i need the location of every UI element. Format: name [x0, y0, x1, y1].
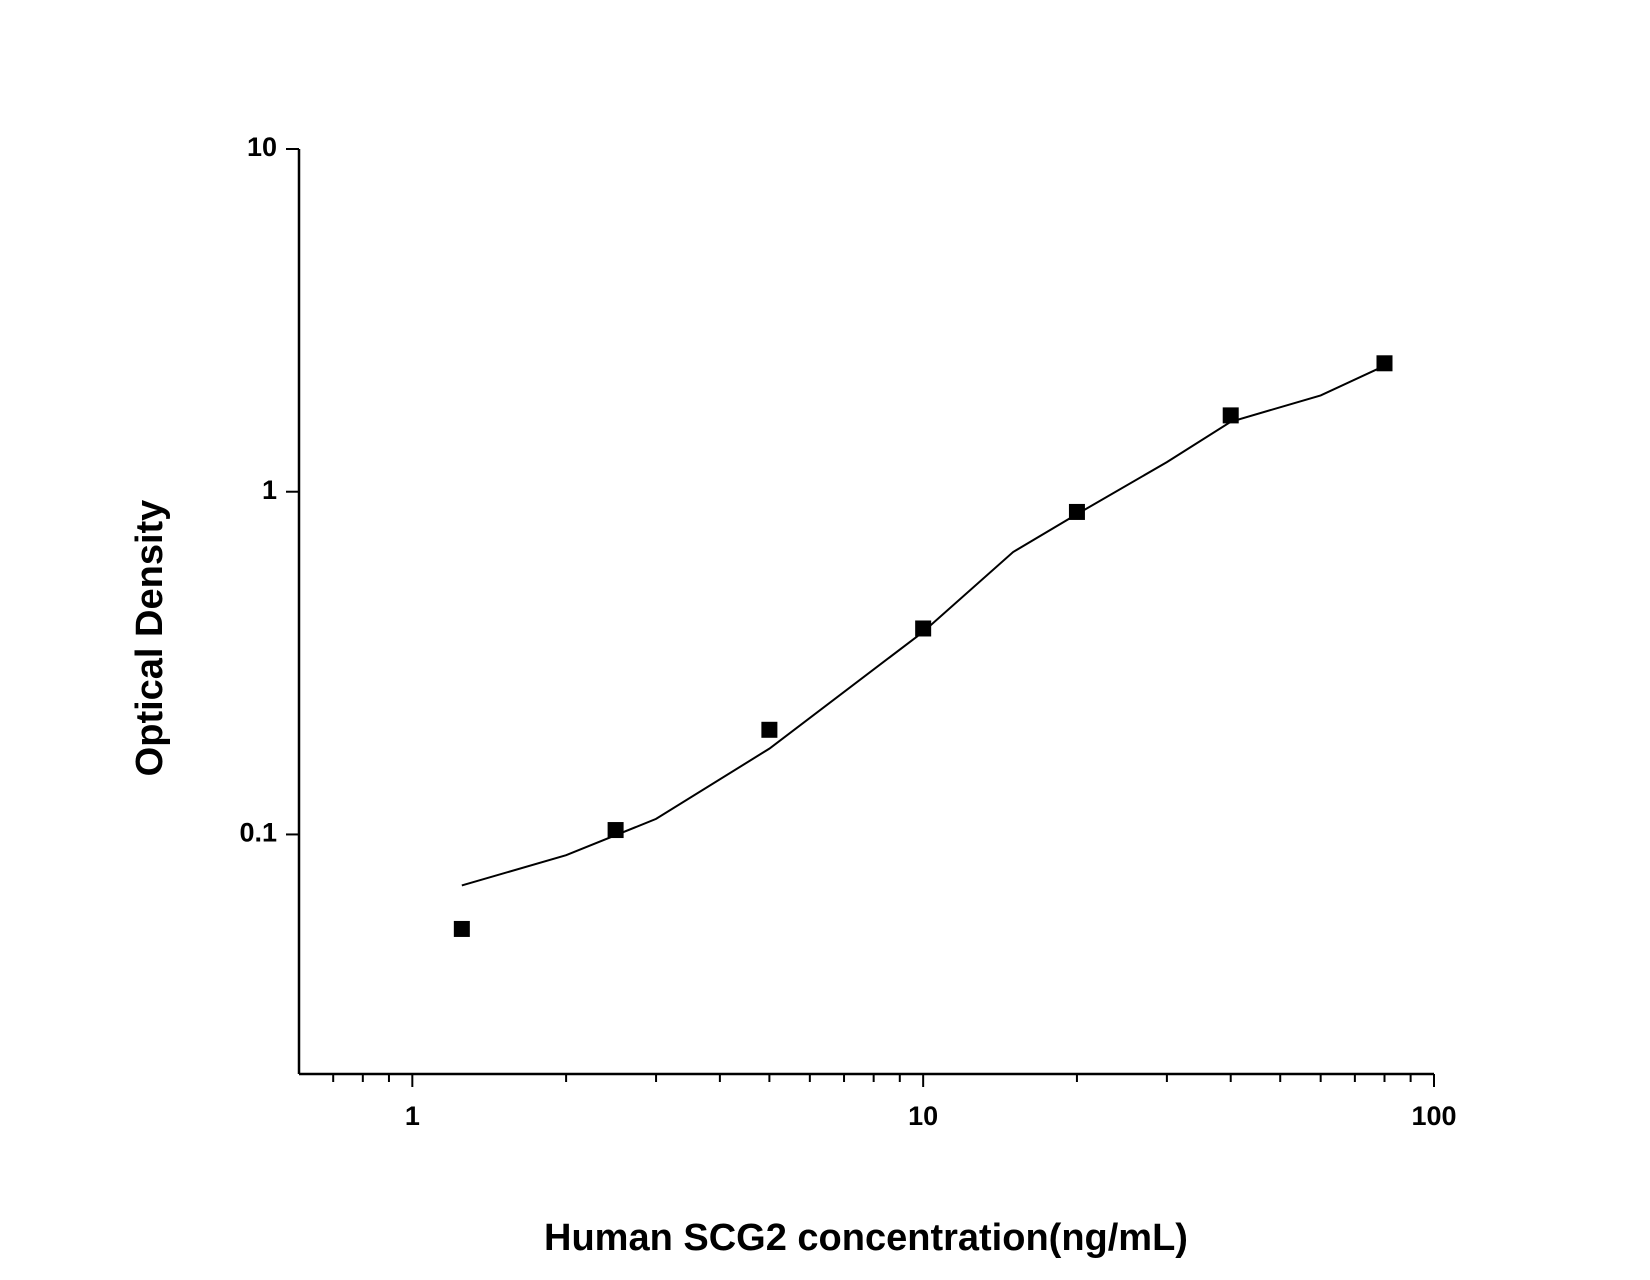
- y-tick-label: 10: [247, 132, 277, 162]
- fit-curve: [461, 364, 1385, 887]
- data-point: [1222, 407, 1239, 424]
- data-point: [915, 620, 932, 637]
- y-tick-label: 0.1: [239, 818, 277, 848]
- y-tick-label: 1: [262, 475, 277, 505]
- x-axis-title: Human SCG2 concentration(ng/mL): [544, 1217, 1188, 1259]
- data-point: [761, 721, 778, 738]
- data-point: [453, 920, 470, 937]
- x-tick-label: 100: [1411, 1101, 1456, 1131]
- x-tick-label: 1: [405, 1101, 420, 1131]
- x-tick-label: 10: [908, 1101, 938, 1131]
- y-axis-title: Optical Density: [129, 500, 171, 777]
